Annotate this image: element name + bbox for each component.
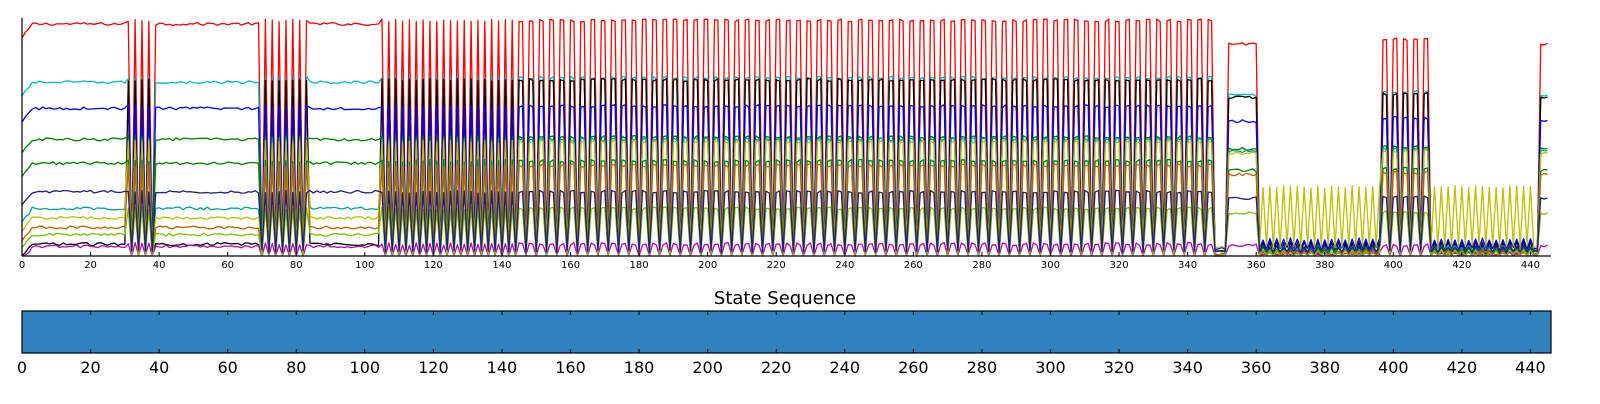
x-tick-label: 100 xyxy=(355,260,374,271)
x-tick-label: 280 xyxy=(972,260,991,271)
state-sequence-frame xyxy=(21,310,1552,354)
state-x-tick-label: 180 xyxy=(624,358,655,377)
x-tick-label: 160 xyxy=(561,260,580,271)
state-x-tick-label: 160 xyxy=(555,358,586,377)
x-tick-label: 80 xyxy=(290,260,303,271)
state-bars-group xyxy=(22,311,1551,353)
state-x-tick-label: 120 xyxy=(418,358,449,377)
x-tick-label: 60 xyxy=(221,260,234,271)
state-x-tick-label: 280 xyxy=(967,358,998,377)
x-tick-label: 40 xyxy=(153,260,166,271)
state-x-tick-label: 320 xyxy=(1104,358,1135,377)
x-tick-label: 20 xyxy=(84,260,97,271)
state-bar-1 xyxy=(22,311,1551,353)
state-x-tick-label: 80 xyxy=(286,358,306,377)
x-tick-label: 420 xyxy=(1452,260,1471,271)
x-tick-label: 200 xyxy=(698,260,717,271)
line-plot-area: 0 20 40 60 80 100 120 140 160 180 200 220 240 260 280 3… xyxy=(19,18,1551,271)
state-x-tick-label: 200 xyxy=(692,358,723,377)
state-x-tick-label: 60 xyxy=(218,358,238,377)
line-series-group xyxy=(21,18,1548,257)
state-x-tick-label: 240 xyxy=(830,358,861,377)
x-tick-label: 220 xyxy=(767,260,786,271)
x-tick-label: 260 xyxy=(904,260,923,271)
line-series-12 xyxy=(21,189,1548,254)
state-x-tick-label: 40 xyxy=(149,358,169,377)
state-sequence-area: 0 20 40 60 80 100 120 140 160 180 200 220 240 260 280 3… xyxy=(17,310,1552,377)
x-tick-label: 240 xyxy=(835,260,854,271)
state-x-tick-label: 380 xyxy=(1309,358,1340,377)
x-tick-label: 320 xyxy=(1109,260,1128,271)
x-tick-label: 120 xyxy=(424,260,443,271)
x-tick-label: 380 xyxy=(1315,260,1334,271)
state-x-tick-label: 420 xyxy=(1447,358,1478,377)
state-sequence-title: State Sequence xyxy=(714,288,856,309)
x-tick-label: 360 xyxy=(1247,260,1266,271)
x-tick-label: 340 xyxy=(1178,260,1197,271)
state-x-tick-label: 20 xyxy=(80,358,100,377)
state-x-tick-label: 360 xyxy=(1241,358,1272,377)
x-tick-label: 300 xyxy=(1041,260,1060,271)
state-x-tick-label: 100 xyxy=(350,358,381,377)
state-x-tick-label: 220 xyxy=(761,358,792,377)
state-x-tick-label: 400 xyxy=(1378,358,1409,377)
x-tick-label: 180 xyxy=(630,260,649,271)
state-x-tick-label: 340 xyxy=(1172,358,1203,377)
x-tick-label: 400 xyxy=(1384,260,1403,271)
x-tick-label: 440 xyxy=(1521,260,1540,271)
state-sequence-x-ticks: 0 20 40 60 80 100 120 140 160 180 200 220 240 260 280 3… xyxy=(17,311,1546,377)
state-x-tick-label: 300 xyxy=(1035,358,1066,377)
x-tick-label: 140 xyxy=(492,260,511,271)
x-tick-label: 0 xyxy=(19,260,25,271)
state-x-tick-label: 140 xyxy=(487,358,518,377)
line-plot-x-ticks: 0 20 40 60 80 100 120 140 160 180 200 220 240 260 280 3… xyxy=(19,252,1540,271)
state-x-tick-label: 0 xyxy=(17,358,27,377)
state-x-tick-label: 260 xyxy=(898,358,929,377)
state-x-tick-label: 440 xyxy=(1515,358,1546,377)
